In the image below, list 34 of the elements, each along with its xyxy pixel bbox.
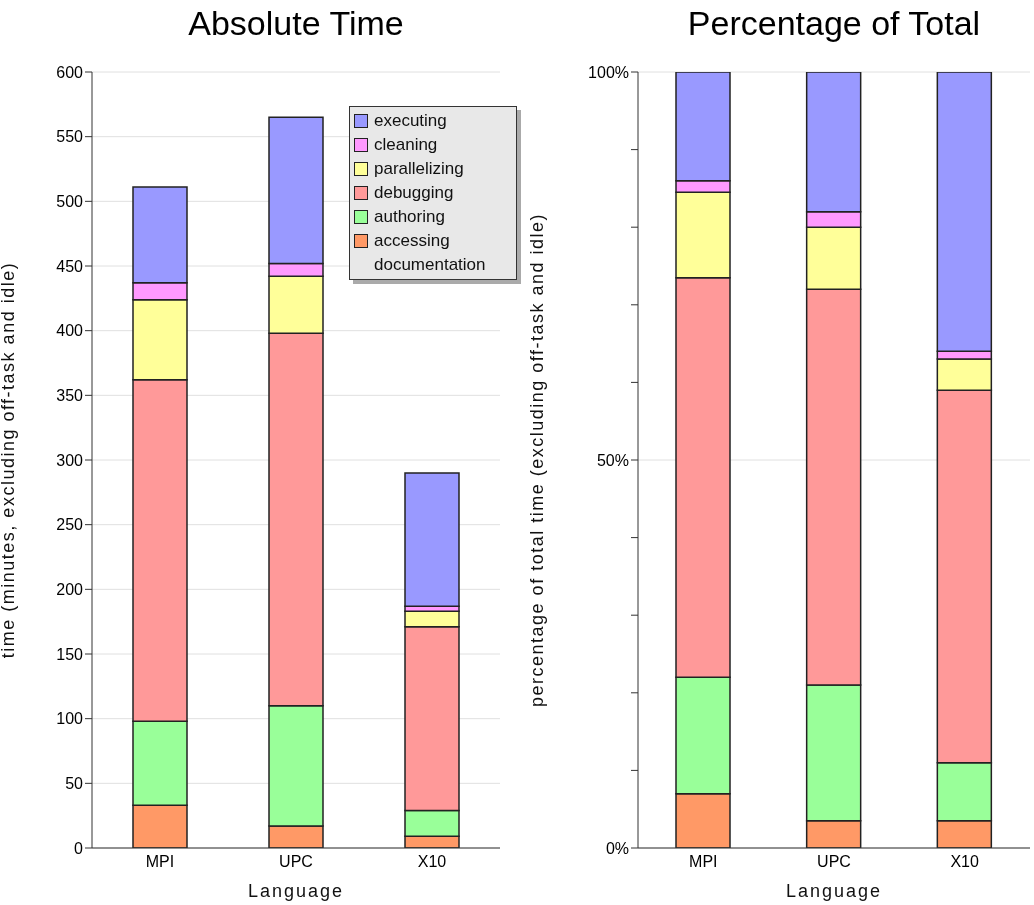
y-tick-label: 300 <box>56 451 84 469</box>
y-tick-label: 350 <box>56 387 84 405</box>
legend-label: executing <box>374 110 447 132</box>
y-axis-title: percentage of total time (excluding off-task and idle) <box>527 213 548 707</box>
chart-title: Absolute Time <box>187 4 405 43</box>
chart-title: Percentage of Total <box>686 4 982 43</box>
y-tick-label: 400 <box>56 322 84 340</box>
y-tick-label: 100% <box>588 63 629 81</box>
y-tick-label: 50 <box>65 775 84 793</box>
x-tick-label: MPI <box>145 853 175 871</box>
y-tick-label: 0 <box>74 839 84 857</box>
y-tick-label: 250 <box>56 516 84 534</box>
y-tick-label: 450 <box>56 257 84 275</box>
x-axis-title: Language <box>785 881 883 901</box>
y-tick-label: 200 <box>56 581 84 599</box>
y-tick-label: 150 <box>56 645 84 663</box>
x-axis-title: Language <box>247 881 345 901</box>
y-tick-label: 100 <box>56 710 84 728</box>
y-axis-title: time (minutes, excluding off-task and idle) <box>0 261 19 659</box>
y-tick-label: 600 <box>56 63 84 81</box>
legend-label: cleaning <box>374 134 438 156</box>
y-tick-label: 550 <box>56 128 84 146</box>
y-tick-label: 50% <box>596 451 629 469</box>
legend-label: authoring <box>374 206 445 228</box>
x-tick-label: UPC <box>817 853 851 871</box>
legend-label: parallelizing <box>374 158 464 180</box>
x-tick-label: MPI <box>689 853 718 871</box>
x-tick-label: UPC <box>279 853 313 871</box>
x-tick-label: X10 <box>417 853 447 871</box>
y-tick-label: 500 <box>56 193 84 211</box>
y-tick-label: 0% <box>605 839 629 857</box>
legend-label: accessing documentation <box>374 230 487 276</box>
x-tick-label: X10 <box>950 853 979 871</box>
legend-label: debugging <box>374 182 454 204</box>
